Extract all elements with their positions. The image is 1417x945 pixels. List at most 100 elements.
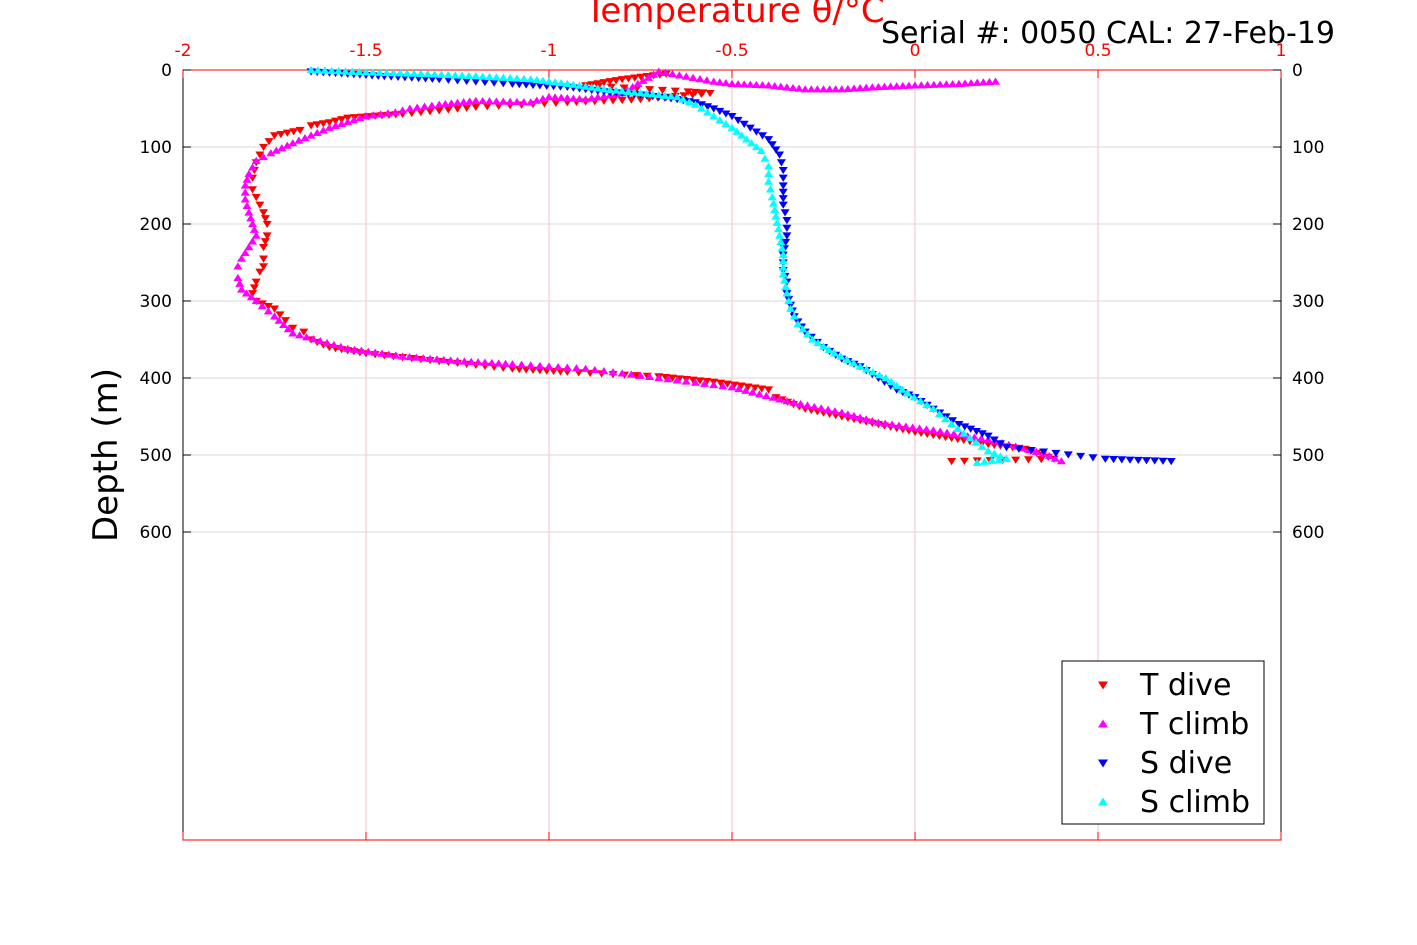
data-point-fill <box>498 97 508 105</box>
data-point-fill <box>929 80 939 88</box>
data-point <box>972 458 982 466</box>
data-point-fill <box>248 237 258 245</box>
data-point <box>434 100 444 108</box>
data-point <box>398 352 408 360</box>
data-point-fill <box>249 225 259 233</box>
data-point-fill <box>318 126 328 134</box>
data-point <box>270 305 279 313</box>
data-point-fill <box>736 382 746 390</box>
data-point-fill <box>880 82 889 90</box>
data-point <box>983 432 993 440</box>
legend-marker <box>1098 681 1108 690</box>
data-point-fill <box>407 109 417 118</box>
data-point-fill <box>306 131 316 139</box>
data-point-fill <box>768 393 778 401</box>
data-point <box>837 85 847 93</box>
data-point-fill <box>485 97 495 105</box>
y-tick-label-right: 600 <box>1292 523 1324 543</box>
data-point-fill <box>498 80 508 88</box>
data-point-fill <box>867 416 877 425</box>
data-point-fill <box>308 335 318 343</box>
data-point <box>855 362 865 370</box>
data-point-fill <box>526 361 536 369</box>
data-point-fill <box>556 79 566 87</box>
data-point-fill <box>370 348 380 356</box>
data-point-fill <box>747 139 757 147</box>
data-point-fill <box>279 320 289 329</box>
data-point-fill <box>517 360 527 368</box>
data-point-fill <box>420 102 430 110</box>
data-point <box>248 290 258 298</box>
data-point-fill <box>480 358 490 366</box>
data-point-fill <box>775 395 785 403</box>
data-point <box>453 357 462 365</box>
data-point <box>471 72 481 80</box>
x-tick-label: 1 <box>1276 41 1287 61</box>
x-tick-label: 0 <box>910 41 921 61</box>
data-point-fill <box>915 424 925 432</box>
data-point-fill <box>593 93 603 101</box>
data-point-fill <box>1014 445 1024 453</box>
data-point-fill <box>315 336 325 345</box>
data-point <box>727 123 737 131</box>
data-point-fill <box>922 400 932 409</box>
data-point-fill <box>443 76 453 84</box>
data-point-fill <box>977 430 987 438</box>
legend-label: T climb <box>1139 707 1249 742</box>
data-point-fill <box>764 169 774 178</box>
data-point-fill <box>489 79 499 87</box>
data-point-fill <box>354 67 364 76</box>
data-point-fill <box>466 357 476 365</box>
data-point-fill <box>695 74 705 83</box>
data-point-fill <box>611 86 621 94</box>
data-point-fill <box>696 90 706 98</box>
data-point-fill <box>816 404 826 412</box>
data-point-fill <box>334 67 344 75</box>
legend-box <box>1061 660 1265 825</box>
data-point <box>947 420 957 428</box>
x-tick-label: 0.5 <box>1084 41 1111 61</box>
data-point <box>808 335 818 343</box>
data-point-fill <box>796 399 806 408</box>
data-point-fill <box>626 96 636 104</box>
data-point-fill <box>748 388 758 396</box>
data-point-fill <box>972 78 982 86</box>
data-point-fill <box>538 94 548 102</box>
data-point-fill <box>734 384 744 393</box>
data-point-fill <box>363 347 373 355</box>
data-point-fill <box>661 68 671 76</box>
data-point-fill <box>886 377 896 385</box>
data-point-fill <box>739 120 749 128</box>
data-point-fill <box>259 152 269 161</box>
data-point-fill <box>384 350 394 358</box>
data-point <box>756 146 766 154</box>
data-point-fill <box>897 385 907 393</box>
legend-label: T dive <box>1139 668 1231 703</box>
data-point-fill <box>843 84 853 93</box>
data-point-fill <box>892 381 902 389</box>
data-point <box>361 112 371 120</box>
data-point-fill <box>375 68 385 76</box>
data-point-fill <box>263 307 273 315</box>
data-point-fill <box>619 84 629 92</box>
data-point-fill <box>453 77 462 85</box>
series-s-dive <box>306 68 1176 466</box>
data-point-fill <box>948 417 958 425</box>
data-point-fill <box>966 79 976 87</box>
data-point-fill <box>562 94 572 102</box>
data-point <box>928 426 938 434</box>
data-point-fill <box>1088 454 1098 462</box>
data-point-fill <box>425 108 435 116</box>
data-point-fill <box>788 83 798 92</box>
data-point-fill <box>1141 457 1151 465</box>
data-point-fill <box>300 133 310 142</box>
data-point-fill <box>599 92 609 100</box>
data-point-fill <box>480 78 490 87</box>
data-point <box>262 232 272 240</box>
data-point-fill <box>657 86 667 95</box>
data-point-fill <box>971 427 981 436</box>
data-point-fill <box>260 238 270 246</box>
data-point-fill <box>459 357 469 365</box>
data-point-fill <box>606 83 616 91</box>
